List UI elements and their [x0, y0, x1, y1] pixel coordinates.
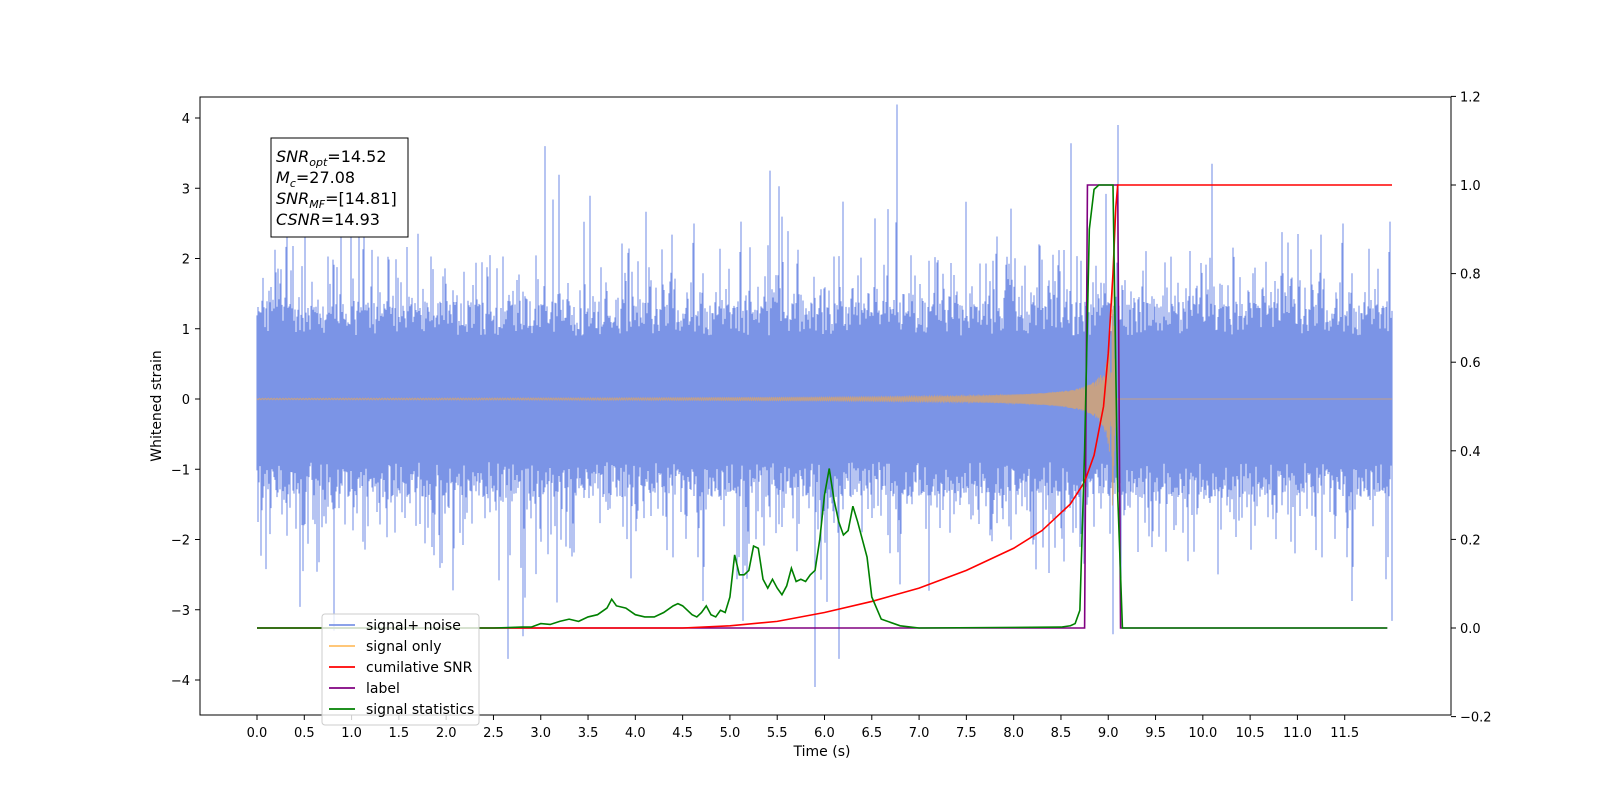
plot-frame	[199, 96, 1452, 716]
x-tick-label: 6.5	[861, 726, 882, 741]
x-tick-label: 10.0	[1188, 726, 1217, 741]
x-tick-label: 5.5	[767, 726, 788, 741]
y-axis-right: 1.2 1.0 0.8 0.6 0.4 0.2 0.0 −0.2	[1451, 90, 1492, 726]
x-tick-label: 11.5	[1330, 726, 1359, 741]
series-signal-statistics	[257, 184, 1388, 629]
annotation-value: =[14.81]	[325, 189, 397, 208]
legend-label: signal only	[366, 639, 441, 655]
legend-frame	[321, 613, 480, 726]
x-tick-label: 4.5	[672, 726, 693, 741]
x-tick-label: 1.0	[341, 726, 362, 741]
legend: signal+ noise signal only cumilative SNR la…	[321, 613, 480, 726]
y-right-tick-label: 0.0	[1460, 622, 1481, 637]
annotation-value: =27.08	[296, 168, 355, 187]
annotation-symbol: SNR	[276, 147, 309, 166]
x-tick-label: 8.0	[1003, 726, 1024, 741]
y-right-tick-label: 1.2	[1460, 90, 1481, 105]
x-tick-label: 0.0	[247, 726, 268, 741]
legend-label: signal statistics	[366, 702, 474, 718]
annotation-line: Mc=27.08	[276, 168, 355, 190]
annotation-line: SNRopt=14.52	[276, 147, 387, 169]
y-right-tick-label: 1.0	[1460, 179, 1481, 194]
annotation-symbol: CSNR	[276, 210, 321, 229]
x-tick-label: 11.0	[1283, 726, 1312, 741]
y-left-tick-label: 3	[182, 182, 190, 197]
x-tick-label: 10.5	[1236, 726, 1265, 741]
y-left-tick-label: −2	[171, 534, 190, 549]
annotation-symbol: M	[276, 168, 290, 187]
x-tick-label: 2.0	[436, 726, 457, 741]
annotation-subscript: c	[290, 177, 296, 190]
legend-label: cumilative SNR	[366, 660, 473, 676]
y-axis-title: Whitened strain	[149, 350, 165, 461]
y-left-tick-label: −3	[171, 604, 190, 619]
y-axis-left: 4 3 2 1 0 −1 −2 −3 −4	[171, 112, 200, 689]
x-axis: 0.0 0.5 1.0 1.5 2.0 2.5 3.0 3.5 4.0 4.5 5.0 5.5 6.0 6…	[247, 715, 1359, 741]
x-tick-label: 2.5	[483, 726, 504, 741]
series-signal-noise	[256, 104, 1393, 687]
x-tick-label: 7.5	[956, 726, 977, 741]
y-left-tick-label: −4	[171, 674, 190, 689]
series-signal-only	[256, 265, 1392, 506]
y-right-tick-label: −0.2	[1460, 711, 1492, 726]
annotation-value: =14.52	[327, 147, 386, 166]
annotation-subscript: MF	[309, 198, 325, 211]
x-tick-label: 9.5	[1145, 726, 1166, 741]
x-tick-label: 0.5	[294, 726, 315, 741]
annotation-symbol: SNR	[276, 189, 309, 208]
x-tick-label: 6.0	[814, 726, 835, 741]
x-tick-label: 3.5	[578, 726, 599, 741]
y-left-tick-label: 4	[182, 112, 190, 127]
legend-label: signal+ noise	[366, 618, 461, 634]
y-right-tick-label: 0.4	[1460, 445, 1481, 460]
series-cumulative-snr	[257, 184, 1392, 629]
stats-annotation-box: SNRopt=14.52Mc=27.08SNRMF=[14.81]CSNR=14…	[270, 137, 409, 238]
annotation-line: SNRMF=[14.81]	[276, 189, 397, 211]
x-axis-title: Time (s)	[793, 744, 851, 760]
y-right-tick-label: 0.2	[1460, 533, 1481, 548]
x-tick-label: 7.0	[909, 726, 930, 741]
x-tick-label: 8.5	[1051, 726, 1072, 741]
y-right-tick-label: 0.6	[1460, 356, 1481, 371]
y-left-tick-label: 0	[182, 393, 190, 408]
x-tick-label: 4.0	[625, 726, 646, 741]
y-left-tick-label: −1	[171, 463, 190, 478]
y-left-tick-label: 1	[182, 323, 190, 338]
y-right-tick-label: 0.8	[1460, 268, 1481, 283]
series-layer	[256, 104, 1393, 687]
x-tick-label: 9.0	[1098, 726, 1119, 741]
annotation-line: CSNR=14.93	[276, 210, 380, 229]
annotation-frame	[270, 137, 409, 238]
annotation-subscript: opt	[309, 156, 328, 169]
x-tick-label: 3.0	[530, 726, 551, 741]
x-tick-label: 1.5	[389, 726, 410, 741]
x-tick-label: 5.0	[720, 726, 741, 741]
y-left-tick-label: 2	[182, 253, 190, 268]
legend-label: label	[366, 681, 400, 697]
annotation-value: =14.93	[321, 210, 380, 229]
